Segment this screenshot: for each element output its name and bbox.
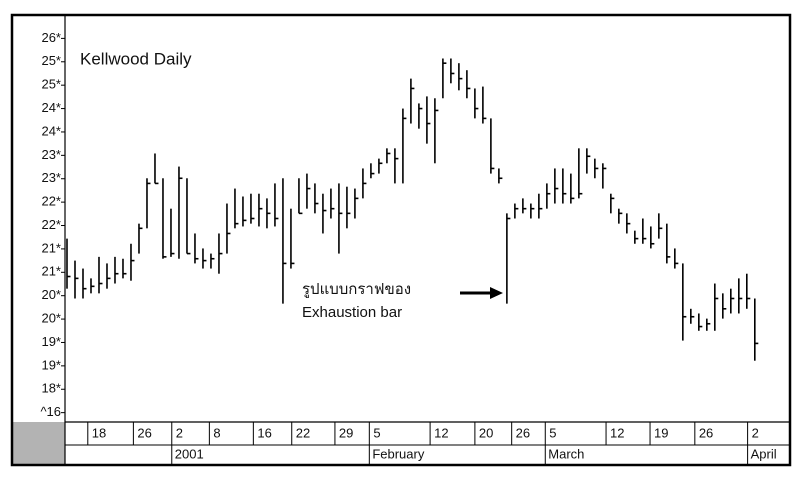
month-label: February — [372, 446, 425, 461]
y-tick-label: ^16 — [40, 404, 61, 419]
x-tick-label: 2 — [752, 425, 759, 440]
y-tick-label: 20* — [41, 287, 61, 302]
x-tick-label: 5 — [549, 425, 556, 440]
x-tick-label: 22 — [296, 425, 310, 440]
frame — [10, 13, 792, 467]
y-tick-label: 22* — [41, 217, 61, 232]
arrow-head — [490, 287, 503, 299]
y-tick-label: 22* — [41, 194, 61, 209]
y-tick-label: 26* — [41, 30, 61, 45]
x-tick-label: 12 — [434, 425, 448, 440]
x-tick-label: 2 — [176, 425, 183, 440]
x-tick-label: 19 — [654, 425, 668, 440]
y-tick-label: 21* — [41, 240, 61, 255]
x-tick-label: 16 — [257, 425, 271, 440]
y-tick-label: 18* — [41, 381, 61, 396]
x-tick-label: 26 — [699, 425, 713, 440]
x-tick-label: 26 — [137, 425, 151, 440]
x-tick-label: 29 — [339, 425, 353, 440]
y-tick-label: 25* — [41, 53, 61, 68]
x-tick-label: 8 — [213, 425, 220, 440]
y-tick-label: 23* — [41, 147, 61, 162]
x-tick-label: 26 — [516, 425, 530, 440]
y-tick-label: 25* — [41, 77, 61, 92]
month-label: April — [751, 446, 777, 461]
y-tick-label: 23* — [41, 170, 61, 185]
y-tick-label: 20* — [41, 311, 61, 326]
y-tick-label: 24* — [41, 123, 61, 138]
x-tick-label: 18 — [92, 425, 106, 440]
annotation: รูปแบบกราฟของ — [302, 281, 411, 298]
chart-title: Kellwood Daily — [80, 49, 192, 68]
x-tick-label: 5 — [373, 425, 380, 440]
month-label: March — [548, 446, 584, 461]
corner-box — [12, 422, 65, 465]
y-tick-label: 19* — [41, 334, 61, 349]
annotation: Exhaustion bar — [302, 304, 402, 321]
y-tick-label: 21* — [41, 264, 61, 279]
month-label: 2001 — [175, 446, 204, 461]
y-tick-label: 19* — [41, 357, 61, 372]
y-tick-label: 24* — [41, 100, 61, 115]
x-tick-label: 12 — [610, 425, 624, 440]
x-tick-label: 20 — [479, 425, 493, 440]
